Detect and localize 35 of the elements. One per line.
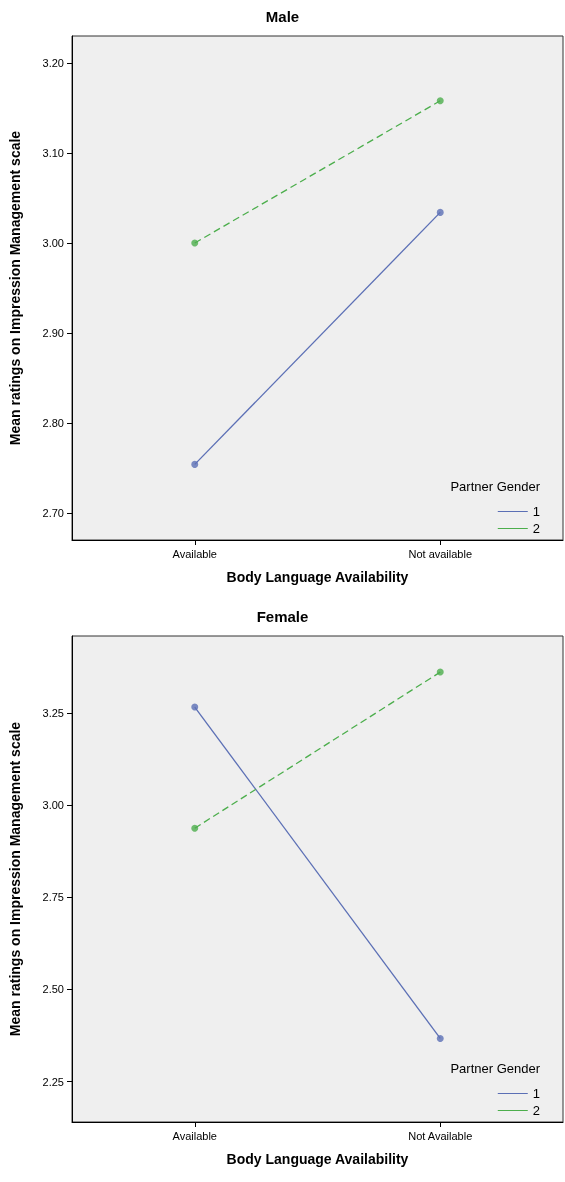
point: [436, 97, 444, 105]
y-tick-label: 3.25: [42, 707, 64, 720]
point: [436, 208, 444, 216]
y-tick-label: 3.10: [42, 147, 64, 159]
y-tick-label: 2.90: [42, 327, 64, 339]
point: [191, 460, 199, 468]
y-tick-label: 2.75: [42, 891, 64, 904]
y-tick-label: 2.80: [42, 417, 64, 429]
legend-label: 1: [532, 1086, 540, 1101]
x-tick-label: Not available: [408, 547, 473, 560]
point: [436, 1034, 444, 1042]
y-tick-label: 2.70: [42, 507, 64, 519]
legend-label: 2: [532, 1103, 540, 1118]
y-tick-label: 2.25: [42, 1075, 64, 1088]
x-tick-label: Not Available: [408, 1129, 473, 1142]
x-tick-label: Available: [172, 1129, 217, 1142]
chart-title: Female: [256, 608, 309, 625]
legend-title: Partner Gender: [450, 1061, 541, 1076]
x-axis-title: Body Language Availability: [226, 1151, 409, 1167]
y-tick-label: 2.50: [42, 983, 64, 996]
point: [191, 824, 199, 832]
point: [191, 703, 199, 711]
chart-title: Male: [265, 8, 300, 25]
legend-label: 2: [532, 521, 540, 536]
point: [436, 668, 444, 676]
y-axis-title: Mean ratings on Impression Management scale: [7, 130, 23, 446]
legend-title: Partner Gender: [450, 479, 541, 494]
x-axis-title: Body Language Availability: [226, 569, 409, 585]
x-tick-label: Available: [172, 547, 217, 560]
point: [191, 239, 199, 247]
y-tick-label: 3.00: [42, 237, 64, 249]
y-tick-label: 3.20: [42, 57, 64, 69]
y-tick-label: 3.00: [42, 799, 64, 812]
legend-label: 1: [532, 504, 540, 519]
y-axis-title: Mean ratings on Impression Management scale: [7, 721, 23, 1037]
